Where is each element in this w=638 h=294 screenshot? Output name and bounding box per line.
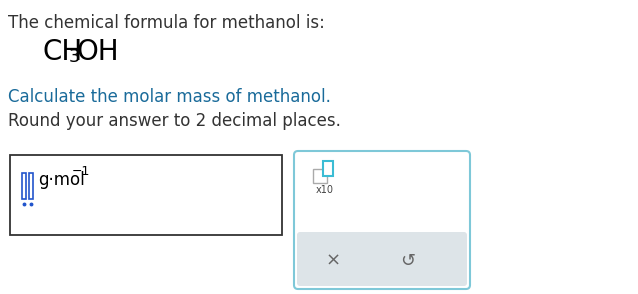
Text: Round your answer to 2 decimal places.: Round your answer to 2 decimal places. — [8, 112, 341, 130]
Text: CH: CH — [42, 38, 82, 66]
Text: −1: −1 — [72, 165, 91, 178]
Bar — [323, 161, 333, 176]
Bar — [22, 173, 26, 199]
Text: g·mol: g·mol — [38, 171, 85, 189]
Bar — [29, 173, 33, 199]
Text: 3: 3 — [69, 48, 80, 66]
Text: ×: × — [325, 252, 341, 270]
Bar — [313, 169, 327, 183]
Bar — [10, 155, 282, 235]
FancyBboxPatch shape — [294, 151, 470, 289]
Text: ↺: ↺ — [401, 252, 415, 270]
Text: OH: OH — [76, 38, 119, 66]
Text: x10: x10 — [316, 185, 334, 195]
Text: The chemical formula for methanol is:: The chemical formula for methanol is: — [8, 14, 325, 32]
Text: Calculate the molar mass of methanol.: Calculate the molar mass of methanol. — [8, 88, 331, 106]
FancyBboxPatch shape — [297, 232, 467, 286]
